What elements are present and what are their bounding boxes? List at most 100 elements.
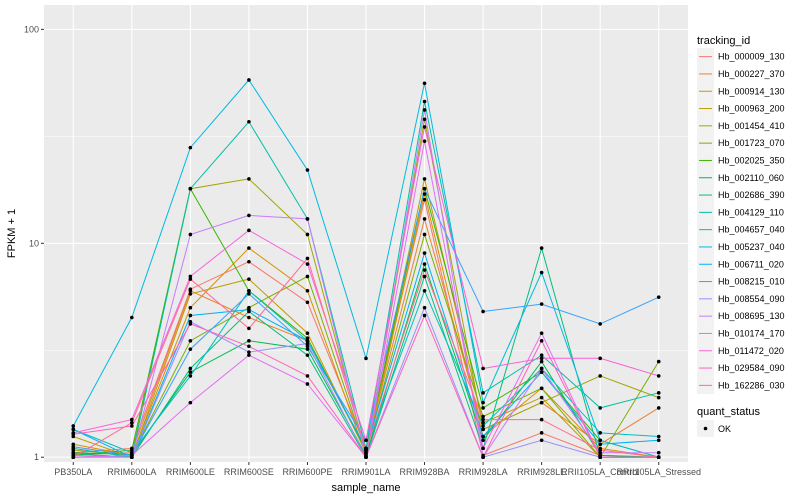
- data-point: [305, 336, 310, 341]
- data-point: [247, 228, 251, 233]
- data-point: [188, 274, 193, 279]
- data-points: [71, 78, 661, 460]
- data-point: [422, 117, 427, 122]
- data-point: [188, 145, 193, 150]
- data-point: [481, 455, 485, 460]
- legend-item: Hb_162286_030: [697, 376, 785, 394]
- data-point: [305, 288, 310, 293]
- data-point: [539, 400, 544, 405]
- legend-label: Hb_008695_130: [718, 311, 785, 321]
- status-legend-title: quant_status: [697, 406, 760, 418]
- data-point: [188, 288, 193, 293]
- legend-label: Hb_029584_090: [718, 363, 785, 373]
- legend-label: Hb_000914_130: [718, 86, 785, 96]
- data-point: [598, 442, 602, 447]
- data-point: [481, 406, 485, 410]
- data-point: [656, 438, 661, 443]
- data-point: [305, 274, 310, 279]
- data-point: [539, 339, 544, 343]
- legend-item: Hb_000227_370: [697, 65, 785, 83]
- data-point: [422, 186, 427, 191]
- data-point: [481, 366, 485, 371]
- data-point: [656, 450, 661, 455]
- data-point: [422, 217, 427, 221]
- data-point: [656, 455, 661, 460]
- data-point: [598, 450, 602, 455]
- data-point: [247, 315, 251, 320]
- data-point: [422, 274, 427, 279]
- data-point: [539, 395, 544, 400]
- data-point: [188, 347, 193, 351]
- data-point: [188, 232, 193, 237]
- legend-item: Hb_006711_020: [697, 255, 784, 273]
- data-point: [188, 277, 193, 281]
- x-axis-title: sample_name: [331, 482, 400, 494]
- legend-label: Hb_162286_030: [718, 380, 785, 390]
- data-point: [247, 288, 251, 293]
- data-point: [539, 246, 544, 250]
- x-tick-label: RRIM600PE: [282, 467, 332, 477]
- data-point: [422, 232, 427, 237]
- data-point: [481, 427, 485, 432]
- data-point: [247, 344, 251, 349]
- legend-item: Hb_001454_410: [697, 117, 785, 135]
- data-point: [539, 417, 544, 422]
- data-point: [539, 353, 544, 357]
- data-point: [481, 434, 485, 439]
- legend-label: Hb_008554_090: [718, 294, 785, 304]
- data-point: [422, 262, 427, 266]
- data-point: [364, 448, 368, 452]
- data-point: [364, 438, 368, 443]
- legend-title: tracking_id: [697, 35, 750, 47]
- data-point: [656, 406, 661, 410]
- x-tick-label: RRII105LA_Control: [561, 467, 639, 477]
- data-point: [247, 292, 251, 296]
- data-point: [539, 366, 544, 371]
- data-point: [539, 356, 544, 361]
- data-point: [364, 356, 368, 361]
- data-point: [130, 453, 134, 458]
- data-point: [422, 251, 427, 255]
- legend-items: Hb_000009_130 Hb_000227_370 Hb_000914_130 H…: [697, 48, 785, 394]
- data-point: [422, 288, 427, 293]
- legend-item: Hb_002686_390: [697, 186, 785, 204]
- data-point: [539, 331, 544, 336]
- legend-item: Hb_008554_090: [697, 290, 785, 308]
- legend-item: Hb_000914_130: [697, 82, 785, 100]
- data-point: [247, 326, 251, 331]
- data-point: [188, 370, 193, 374]
- data-point: [71, 455, 76, 460]
- y-axis-title: FPKM + 1: [6, 209, 18, 258]
- data-point: [539, 270, 544, 275]
- data-point: [188, 322, 193, 326]
- data-point: [481, 309, 485, 314]
- data-point: [481, 391, 485, 395]
- legend-item: Hb_001723_070: [697, 134, 785, 152]
- legend-label: Hb_008215_010: [718, 277, 785, 287]
- x-tick-label: RRIM600LA: [107, 467, 156, 477]
- data-point: [305, 168, 310, 172]
- data-point: [247, 246, 251, 250]
- data-point: [305, 382, 310, 386]
- data-point: [481, 417, 485, 422]
- data-point: [188, 305, 193, 310]
- x-axis: PB350LA RRIM600LA RRIM600LE RRIM600SE RRIM60…: [54, 462, 701, 477]
- data-point: [247, 259, 251, 264]
- legend-item: Hb_000009_130: [697, 48, 785, 66]
- data-point: [305, 344, 310, 349]
- data-point: [598, 455, 602, 460]
- data-point: [598, 438, 602, 443]
- data-point: [130, 315, 134, 320]
- data-point: [71, 444, 76, 449]
- y-axis: 1 10 100: [24, 24, 44, 462]
- data-point: [539, 431, 544, 435]
- data-point: [305, 256, 310, 261]
- data-point: [305, 341, 310, 346]
- data-point: [481, 400, 485, 405]
- legend-item: Hb_004657_040: [697, 221, 785, 239]
- data-point: [364, 455, 368, 460]
- data-point: [188, 339, 193, 343]
- data-point: [598, 406, 602, 410]
- data-point: [422, 139, 427, 144]
